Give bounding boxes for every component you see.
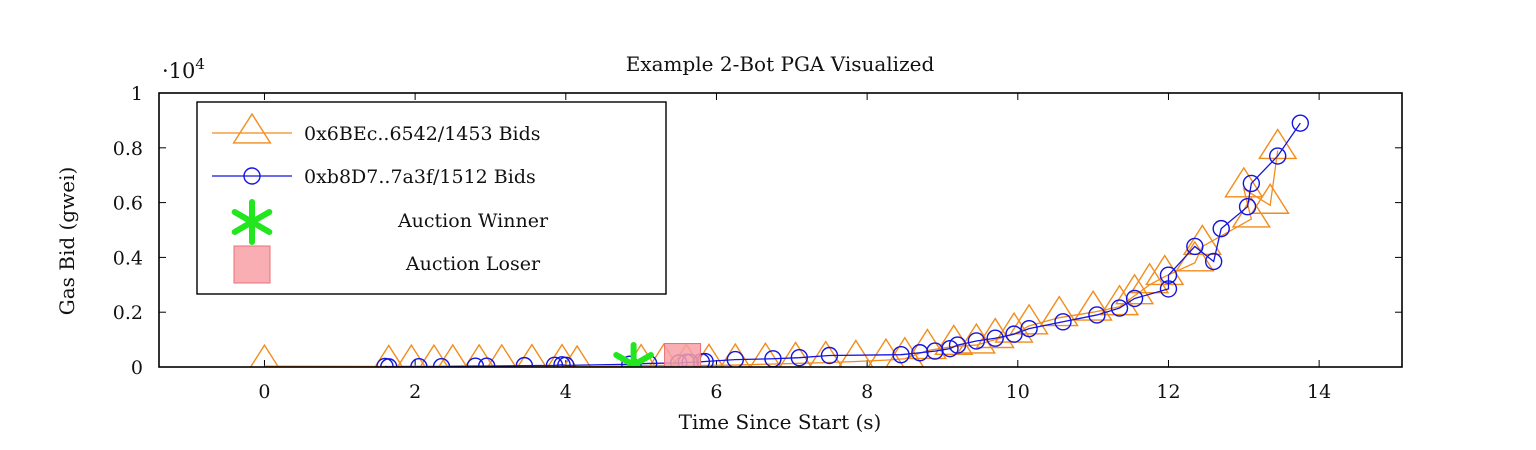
series-a-point [1129, 262, 1170, 294]
legend-square-icon [233, 245, 271, 284]
series-a-point [1073, 289, 1113, 321]
series-b-point [820, 346, 839, 365]
series-a-point [1182, 224, 1223, 256]
series-a-point [1258, 128, 1298, 160]
series-b-point [1186, 237, 1204, 256]
series-a-point [1009, 303, 1049, 335]
series-a-point [396, 343, 427, 367]
series-b-point [1204, 252, 1223, 271]
series-b-point [948, 336, 967, 354]
series-a-point [975, 317, 1015, 349]
plot-frame [158, 92, 1403, 368]
series-b-point [1125, 289, 1144, 308]
series-b-point [553, 356, 571, 367]
series-a-point [749, 341, 782, 367]
series-a-point [719, 342, 751, 367]
series-a-point [1099, 284, 1140, 316]
series-b-point [478, 357, 496, 367]
series-a-point [867, 337, 905, 367]
series-b-point [515, 356, 534, 367]
auction-loser-marker [664, 343, 702, 367]
x-tick-label: 4 [560, 381, 572, 403]
y-tick-label: 0.8 [113, 138, 143, 160]
series-b-point [557, 356, 575, 367]
series-b-point [545, 356, 564, 367]
legend-label-winner: Auction Winner [397, 210, 549, 232]
series-b-point [1054, 313, 1072, 331]
series-b-point [1268, 147, 1287, 165]
series-b-point [1020, 319, 1038, 338]
legend-label-loser: Auction Loser [405, 253, 541, 275]
x-tick-label: 8 [861, 381, 873, 403]
y-scale-label: ·104 [162, 55, 205, 83]
series-a-point [562, 344, 592, 367]
series-a-point [907, 328, 948, 360]
y-scale-base: ·10 [162, 59, 195, 83]
series-b-point [1110, 299, 1129, 317]
series-a-point [1114, 273, 1155, 305]
plot-area [249, 114, 1310, 367]
series-a-point [516, 343, 547, 367]
y-tick-label: 1 [131, 83, 143, 105]
x-tick-label: 6 [710, 381, 722, 403]
asterisk-stroke [613, 352, 644, 367]
x-tick-label: 14 [1307, 381, 1331, 403]
y-tick-label: 0.4 [113, 247, 143, 269]
series-b-point [986, 329, 1004, 347]
legend-symbols [212, 112, 292, 284]
x-axis-label: Time Since Start (s) [679, 410, 882, 434]
series-b-point [1291, 114, 1310, 132]
chart-title: Example 2-Bot PGA Visualized [626, 52, 935, 76]
series-b-point [1088, 306, 1106, 324]
series-b-point [892, 345, 910, 364]
legend-circle-icon [243, 167, 261, 185]
series-a-point [486, 343, 517, 367]
x-tick-label: 12 [1156, 381, 1180, 403]
series-b-point [1212, 219, 1230, 238]
x-tick-label: 10 [1006, 381, 1030, 403]
x-tick-label: 2 [409, 381, 421, 403]
legend-label-series-b: 0xb8D7..7a3f/1512 Bids [304, 166, 536, 188]
y-axis-label: Gas Bid (gwei) [55, 167, 79, 316]
legend-asterisk-icon [231, 199, 273, 245]
legend: 0x6BEc..6542/1453 Bids 0xb8D7..7a3f/1512… [196, 101, 667, 295]
y-tick-label: 0.6 [113, 193, 143, 215]
x-tick-label: 0 [258, 381, 270, 403]
asterisk-stroke [231, 209, 273, 235]
y-scale-exponent: 4 [195, 55, 205, 73]
series-b-point [466, 357, 485, 367]
series-b-point [726, 350, 744, 367]
legend-label-series-a: 0x6BEc..6542/1453 Bids [304, 123, 541, 145]
series-b-point [911, 344, 929, 362]
series-a-point [956, 322, 997, 354]
series-b-point [1242, 174, 1261, 193]
series-b-point [967, 332, 986, 350]
y-tick-label: 0.2 [113, 302, 143, 324]
series-b-point [1159, 280, 1178, 298]
legend-triangle-icon [232, 112, 272, 144]
series-a-point [1250, 183, 1290, 214]
legend-box [196, 101, 667, 295]
series-a-point [1039, 295, 1079, 327]
series-b-point [1005, 325, 1023, 343]
series-b-point [1238, 198, 1257, 216]
auction-winner-marker [613, 342, 654, 367]
series-b-point [941, 339, 959, 358]
series-b-point [1159, 266, 1178, 284]
axis-ticks: 0 2 4 6 8 10 12 14 0 0.2 0.4 0.6 0.8 1 [113, 83, 1402, 403]
series-a-point [249, 343, 280, 367]
series-b-point [790, 348, 809, 367]
y-tick-label: 0 [131, 357, 143, 379]
series-a-point [464, 343, 495, 367]
